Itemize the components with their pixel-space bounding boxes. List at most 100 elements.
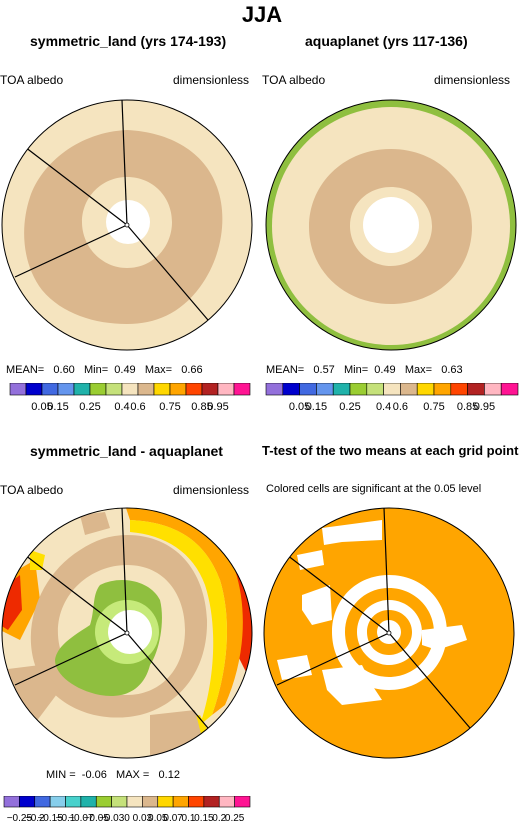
colorbar-tick-label: −0.25 xyxy=(7,813,33,824)
colorbar-swatch xyxy=(332,383,351,396)
figure-title: JJA xyxy=(241,2,283,27)
colorbar-swatch xyxy=(34,796,51,808)
colorbar-tick-label: −0.03 xyxy=(99,813,125,824)
panel2-stats: MEAN= 0.57 Min= 0.49 Max= 0.63 xyxy=(266,364,463,376)
panel4-white-south xyxy=(322,665,382,705)
panel4-white-west xyxy=(302,585,332,625)
colorbar-swatch xyxy=(383,383,401,396)
panel3-stats: MIN = -0.06 MAX = 0.12 xyxy=(46,769,180,781)
colorbar-swatch xyxy=(366,383,384,396)
colorbar-swatch xyxy=(467,383,485,396)
colorbar-tick-label: 0.6 xyxy=(393,401,408,413)
colorbar-tick-label: 0.95 xyxy=(207,401,228,413)
colorbar-tick-label: 0.25 xyxy=(225,813,245,824)
colorbar-swatch xyxy=(282,383,300,396)
panel3-tan-ring xyxy=(30,535,208,718)
panel4-white-northwest xyxy=(297,550,324,570)
colorbar-swatch xyxy=(111,796,128,808)
colorbar-swatch xyxy=(9,383,27,396)
colorbar-tick-label: 0.05 xyxy=(31,401,52,413)
colorbar-swatch xyxy=(233,383,251,396)
colorbar-swatch xyxy=(89,383,107,396)
colorbar-tick-label: 0.1 xyxy=(182,813,196,824)
panel3-title: symmetric_land - aquaplanet xyxy=(30,443,223,459)
panel3-colorbar: −0.25−0.2−0.15−0.1−0.07−0.05−0.03 0 0.030.… xyxy=(3,796,251,824)
colorbar-tick-label: 0.15 xyxy=(306,401,327,413)
panel4-subtitle: Colored cells are significant at the 0.0… xyxy=(266,483,482,495)
colorbar-tick-label: 0.15 xyxy=(47,401,68,413)
colorbar-swatch xyxy=(316,383,334,396)
colorbar-tick-label: 0.95 xyxy=(474,401,495,413)
colorbar-tick-label: −0.15 xyxy=(37,813,63,824)
panel1-tan-band xyxy=(24,130,223,324)
colorbar-swatch xyxy=(142,796,159,808)
panel2-colorbar: 0.050.15 0.25 0.4 0.6 0.75 0.850.95 xyxy=(265,383,519,413)
panel1-title: symmetric_land (yrs 174-193) xyxy=(30,33,227,49)
colorbar-swatch xyxy=(172,796,189,808)
panel3-tan-patch-2 xyxy=(80,512,110,535)
colorbar-swatch xyxy=(400,383,418,396)
colorbar-tick-label: 0.75 xyxy=(423,401,444,413)
colorbar-tick-label: 0.03 xyxy=(133,813,153,824)
colorbar-swatch xyxy=(169,383,187,396)
colorbar-swatch xyxy=(19,796,36,808)
colorbar-tick-label: 0.05 xyxy=(148,813,168,824)
colorbar-swatch xyxy=(349,383,368,396)
colorbar-swatch xyxy=(299,383,317,396)
colorbar-swatch xyxy=(234,796,251,808)
colorbar-swatch xyxy=(121,383,139,396)
colorbar-tick-label: −0.07 xyxy=(68,813,94,824)
colorbar-tick-label: 0.4 xyxy=(114,401,129,413)
colorbar-swatch xyxy=(65,796,82,808)
colorbar-tick-label: −0.2 xyxy=(25,813,45,824)
panel1-boundary-2 xyxy=(24,146,128,226)
panel2-tan-band xyxy=(309,149,472,304)
panel1-boundary-1 xyxy=(121,100,128,226)
colorbar-tick-label: 0.75 xyxy=(159,401,180,413)
colorbar-swatch xyxy=(201,383,219,396)
panel4-white-north xyxy=(322,520,382,545)
panel1-variable-label: TOA albedo xyxy=(0,73,64,87)
colorbar-swatch xyxy=(95,796,112,808)
colorbar-tick-label: 0.4 xyxy=(376,401,391,413)
panel3-polar-map xyxy=(1,507,253,759)
colorbar-swatch xyxy=(188,796,205,808)
colorbar-tick-label: 0.2 xyxy=(212,813,226,824)
colorbar-swatch xyxy=(157,796,174,808)
colorbar-tick-label: 0.25 xyxy=(79,401,100,413)
colorbar-tick-label: −0.1 xyxy=(56,813,76,824)
colorbar-swatch xyxy=(218,796,235,808)
panel3-orange-edge xyxy=(125,508,243,715)
panel2-polar-map xyxy=(265,99,517,351)
colorbar-tick-label: 0.05 xyxy=(289,401,310,413)
colorbar-tick-label: 0.6 xyxy=(130,401,145,413)
colorbar-swatch xyxy=(105,383,123,396)
colorbar-swatch xyxy=(217,383,235,396)
colorbar-swatch xyxy=(450,383,468,396)
colorbar-swatch xyxy=(73,383,91,396)
colorbar-swatch xyxy=(126,796,143,808)
panel4-title: T-test of the two means at each grid poi… xyxy=(262,443,519,458)
colorbar-swatch xyxy=(80,796,97,808)
colorbar-swatch xyxy=(416,383,435,396)
colorbar-swatch xyxy=(49,796,66,808)
colorbar-tick-label: 0.85 xyxy=(191,401,212,413)
colorbar-swatch xyxy=(153,383,171,396)
colorbar-tick-label: 0.15 xyxy=(194,813,214,824)
panel2-units-label: dimensionless xyxy=(434,73,511,87)
colorbar-swatch xyxy=(41,383,59,396)
colorbar-swatch xyxy=(137,383,155,396)
colorbar-tick-label: 0 xyxy=(124,813,130,824)
colorbar-tick-label: 0.07 xyxy=(163,813,183,824)
panel1-boundary-4 xyxy=(126,224,209,321)
panel2-pole-hole xyxy=(363,197,419,253)
colorbar-swatch xyxy=(203,796,220,808)
colorbar-swatch xyxy=(57,383,75,396)
panel4-white-east xyxy=(422,625,467,650)
panel4-polar-map xyxy=(263,507,515,759)
colorbar-swatch xyxy=(265,383,284,396)
panel3-units-label: dimensionless xyxy=(173,483,250,497)
colorbar-swatch xyxy=(25,383,43,396)
colorbar-tick-label: 0.25 xyxy=(339,401,360,413)
panel1-pole-hole xyxy=(106,200,150,244)
